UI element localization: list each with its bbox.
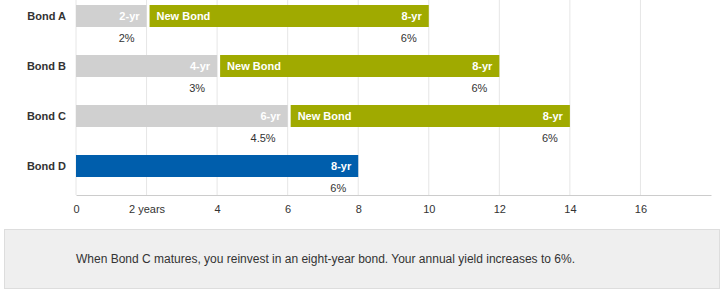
bar	[76, 55, 217, 77]
data-label: 8-yr	[331, 160, 352, 172]
bar	[220, 55, 499, 77]
yield-label: 6%	[401, 32, 417, 44]
x-tick: 10	[423, 195, 435, 215]
data-label: 8-yr	[402, 10, 423, 22]
category-label: Bond A	[27, 10, 66, 22]
x-axis: 0 2 years 4 6 8 10 12 14 16	[73, 195, 711, 215]
bar	[76, 105, 288, 127]
x-tick-label: 0	[73, 203, 79, 215]
x-tick-label: 4	[215, 203, 221, 215]
x-tick: 2 years	[129, 195, 166, 215]
x-tick-label: 16	[635, 203, 647, 215]
x-axis-line	[77, 195, 712, 196]
grid-line	[640, 0, 641, 195]
x-tick: 12	[494, 195, 506, 215]
data-label: 8-yr	[472, 60, 493, 72]
x-tick-label: 12	[494, 203, 506, 215]
bar-label: New Bond	[298, 110, 352, 122]
x-tick: 0	[73, 195, 79, 215]
x-tick: 8	[356, 195, 362, 215]
x-tick-label: 8	[356, 203, 362, 215]
grid	[76, 0, 640, 195]
x-tick-label: 14	[564, 203, 576, 215]
x-tick-label: 2 years	[129, 203, 166, 215]
bar	[76, 5, 147, 27]
bar	[150, 5, 429, 27]
x-tick: 14	[564, 195, 576, 215]
annotation-box: When Bond C matures, you reinvest in an …	[5, 230, 720, 289]
yield-label: 6%	[471, 82, 487, 94]
bar-label: New Bond	[157, 10, 211, 22]
x-tick-label: 6	[285, 203, 291, 215]
grid-line	[499, 0, 500, 195]
data-label: 4-yr	[190, 60, 211, 72]
x-tick: 4	[215, 195, 221, 215]
category-label: Bond D	[27, 160, 66, 172]
x-tick: 6	[285, 195, 291, 215]
bars	[76, 5, 570, 177]
bar	[291, 105, 570, 127]
y-axis: Bond A Bond B Bond C Bond D	[27, 10, 76, 172]
bar-label: New Bond	[227, 60, 281, 72]
grid-line	[428, 0, 429, 195]
data-label: 8-yr	[543, 110, 564, 122]
category-label: Bond B	[27, 60, 66, 72]
yield-label: 3%	[189, 82, 205, 94]
yield-label: 2%	[119, 32, 135, 44]
x-tick-label: 10	[423, 203, 435, 215]
yield-label: 6%	[330, 182, 346, 194]
yield-label: 4.5%	[251, 132, 276, 144]
y-tick: Bond B	[27, 60, 76, 72]
chart: 02 years46810121416Bond ABond BBond CBon…	[0, 0, 724, 294]
grid-line	[569, 0, 570, 195]
bar	[76, 155, 358, 177]
y-tick: Bond C	[27, 110, 76, 122]
annotation: When Bond C matures, you reinvest in an …	[76, 252, 575, 266]
annotation-background	[5, 230, 720, 289]
data-label: 6-yr	[260, 110, 281, 122]
y-tick: Bond A	[27, 10, 76, 22]
labels: 2-yr 2% 8-yr New Bond 6% 4-yr 3% 8-yr New Bond 6%…	[119, 10, 564, 194]
data-label: 2-yr	[119, 10, 140, 22]
yield-label: 6%	[542, 132, 558, 144]
x-tick: 16	[635, 195, 647, 215]
category-label: Bond C	[27, 110, 66, 122]
y-tick: Bond D	[27, 160, 76, 172]
